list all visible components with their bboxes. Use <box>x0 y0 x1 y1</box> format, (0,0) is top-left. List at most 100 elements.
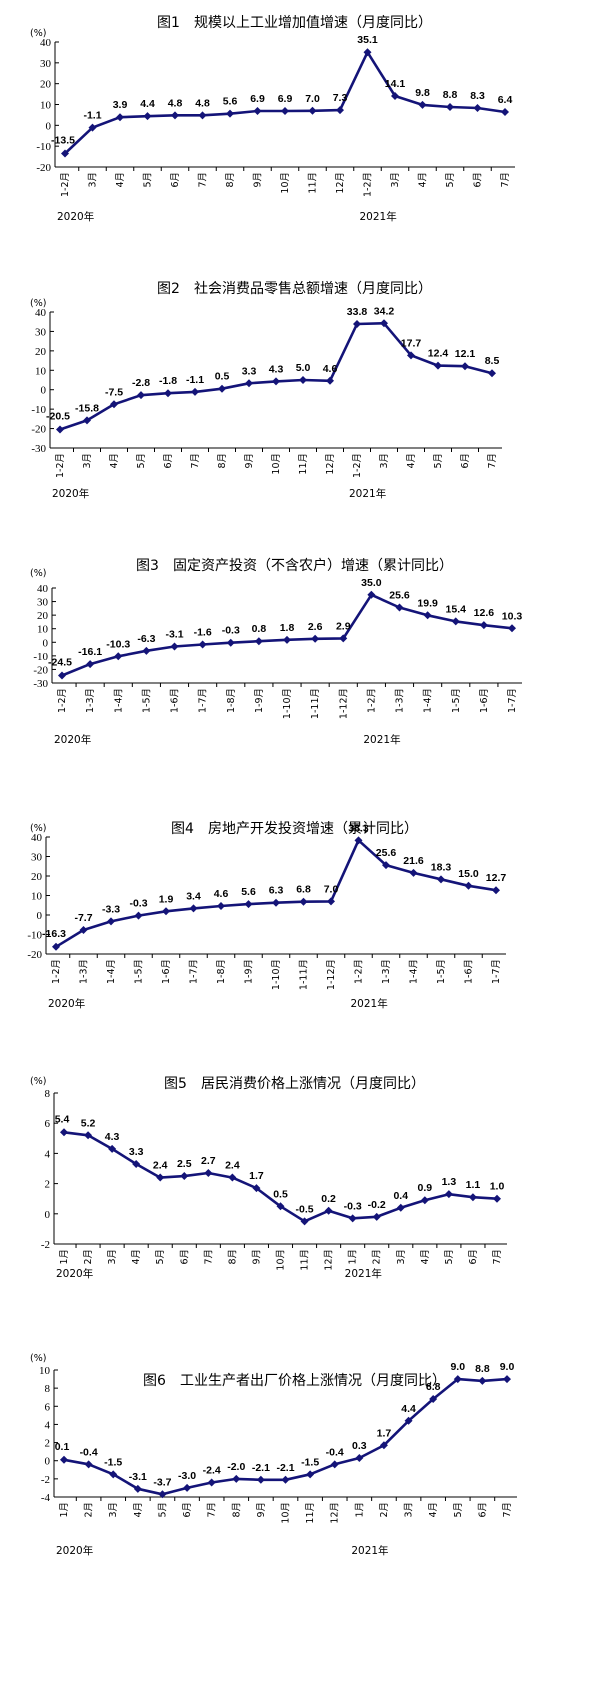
data-label: 34.2 <box>374 305 395 317</box>
y-tick-label: 40 <box>40 37 52 49</box>
x-tick-label: 5月 <box>444 1249 455 1265</box>
chart-6-svg: (%) -4 -2 0 2 4 6 8 10 1月 2月 3月 4月 5月 6月 7月 8月 9月 10月 11月 12… <box>30 1353 517 1557</box>
data-label: 4.8 <box>195 97 210 109</box>
x-tick-label: 1-2月 <box>366 688 377 713</box>
x-tick-label: 1月 <box>59 1249 70 1265</box>
x-tick-label: 8月 <box>227 1249 238 1265</box>
y-tick-label: -10 <box>36 141 51 153</box>
x-tick-label: 9月 <box>256 1502 267 1518</box>
x-tick-label: 11月 <box>305 1502 316 1524</box>
y-tick-label: 30 <box>40 58 52 70</box>
x-tick-label: 2月 <box>84 1502 95 1518</box>
chart-4-real-estate-investment: 图4 房地产开发投资增速（累计同比） (%) -20 -10 0 10 20 30 40 1-2… <box>0 818 589 1068</box>
data-label: 0.5 <box>273 1188 288 1200</box>
x-tick-label: 7月 <box>502 1502 513 1518</box>
data-point-marker <box>132 1159 141 1168</box>
data-label: -0.4 <box>326 1446 344 1458</box>
y-tick-label: 30 <box>35 326 47 338</box>
year-label: 2020年 <box>56 1544 93 1557</box>
x-tick-label: 10月 <box>271 453 282 475</box>
x-tick-label: 5月 <box>136 453 147 469</box>
data-point-marker <box>198 111 207 120</box>
x-tick-label: 8月 <box>225 172 236 188</box>
data-point-marker <box>52 942 60 951</box>
data-label: 38.3 <box>348 822 369 834</box>
data-point-marker <box>488 369 496 378</box>
x-tick-label: 5月 <box>143 172 154 188</box>
data-label: 5.0 <box>296 362 311 374</box>
data-point-marker <box>372 1212 381 1221</box>
data-label: 4.8 <box>168 97 183 109</box>
x-tick-label: 1-7月 <box>189 959 200 984</box>
chart-1-svg: (%) -20 -10 0 10 20 30 40 1-2月 3月 4月 5月 6月 7月 8月 9月 10月 1… <box>30 28 515 223</box>
x-tick-label: 1-8月 <box>226 688 237 713</box>
data-label: 14.1 <box>385 78 406 90</box>
data-label: -6.3 <box>137 633 155 645</box>
data-label: 1.7 <box>249 1170 264 1182</box>
year-label: 2020年 <box>56 1267 93 1280</box>
data-label: 1.8 <box>280 622 295 634</box>
data-label: 12.4 <box>428 348 449 360</box>
year-label: 2020年 <box>54 733 91 746</box>
data-point-marker <box>86 660 95 669</box>
data-label: 8.8 <box>443 89 458 101</box>
data-point-marker <box>396 1203 405 1212</box>
data-point-marker <box>107 917 115 926</box>
data-label: -2.1 <box>276 1462 294 1474</box>
data-point-marker <box>180 1172 189 1181</box>
data-label: -0.4 <box>80 1446 98 1458</box>
data-label: -20.5 <box>46 411 70 423</box>
data-label: -3.7 <box>153 1476 171 1488</box>
data-point-marker <box>110 400 118 409</box>
x-tick-label: 7月 <box>203 1249 214 1265</box>
data-point-marker <box>493 1194 501 1203</box>
chart-6-title: 图6 工业生产者出厂价格上涨情况（月度同比） <box>143 1373 446 1389</box>
data-point-marker <box>56 425 64 434</box>
y-tick-label: 6 <box>45 1401 51 1413</box>
data-label: 1.1 <box>466 1179 481 1191</box>
data-point-marker <box>281 1475 290 1484</box>
data-label: 2.4 <box>225 1160 240 1172</box>
x-tick-label: 1-9月 <box>244 959 255 984</box>
data-label: 6.9 <box>278 93 293 105</box>
chart-1-title: 图1 规模以上工业增加值增速（月度同比） <box>157 15 432 31</box>
x-tick-label: 4月 <box>418 172 429 188</box>
data-label: 6.8 <box>426 1381 441 1393</box>
y-tick-label: 0 <box>45 1456 51 1468</box>
chart-2-retail-sales: 图2 社会消费品零售总额增速（月度同比） (%) -30 -20 -10 0 10 20 30… <box>0 278 589 538</box>
data-point-marker <box>395 603 404 612</box>
data-point-marker <box>217 902 225 911</box>
x-tick-label: 12月 <box>330 1502 341 1524</box>
x-tick-label: 1-3月 <box>79 959 90 984</box>
data-label: 19.9 <box>417 597 438 609</box>
data-label: 9.0 <box>500 1361 515 1373</box>
data-point-marker <box>204 1169 213 1178</box>
y-tick-label: 20 <box>31 871 43 883</box>
data-point-marker <box>134 911 143 920</box>
data-point-marker <box>473 104 482 113</box>
data-point-marker <box>453 1375 462 1384</box>
data-label: 15.4 <box>446 603 467 615</box>
x-tick-label: 3月 <box>108 1502 119 1518</box>
data-point-marker <box>327 897 335 906</box>
x-tick-label: 1-12月 <box>326 959 337 990</box>
y-tick-label: 8 <box>45 1088 51 1100</box>
data-point-marker <box>379 1441 388 1450</box>
chart-5-svg: (%) -2 0 2 4 6 8 1月 2月 3月 4月 5月 6月 7月 8月 9月 10月 11月 12月 1月 2… <box>30 1076 507 1280</box>
data-label: 33.8 <box>347 306 368 318</box>
data-point-marker <box>418 100 427 109</box>
data-label: 0.5 <box>215 371 230 383</box>
data-label: 4.3 <box>269 363 284 375</box>
data-point-marker <box>420 1196 429 1205</box>
x-tick-label: 5月 <box>157 1502 168 1518</box>
data-point-marker <box>367 590 376 599</box>
data-point-marker <box>133 1484 142 1493</box>
data-point-marker <box>324 1206 333 1215</box>
y-tick-label: 10 <box>39 1365 51 1377</box>
data-point-marker <box>281 106 289 115</box>
data-point-marker <box>355 1453 364 1462</box>
x-tick-label: 1-11月 <box>299 959 310 990</box>
data-point-marker <box>336 106 344 115</box>
data-point-marker <box>353 320 361 329</box>
data-point-marker <box>330 1460 339 1469</box>
